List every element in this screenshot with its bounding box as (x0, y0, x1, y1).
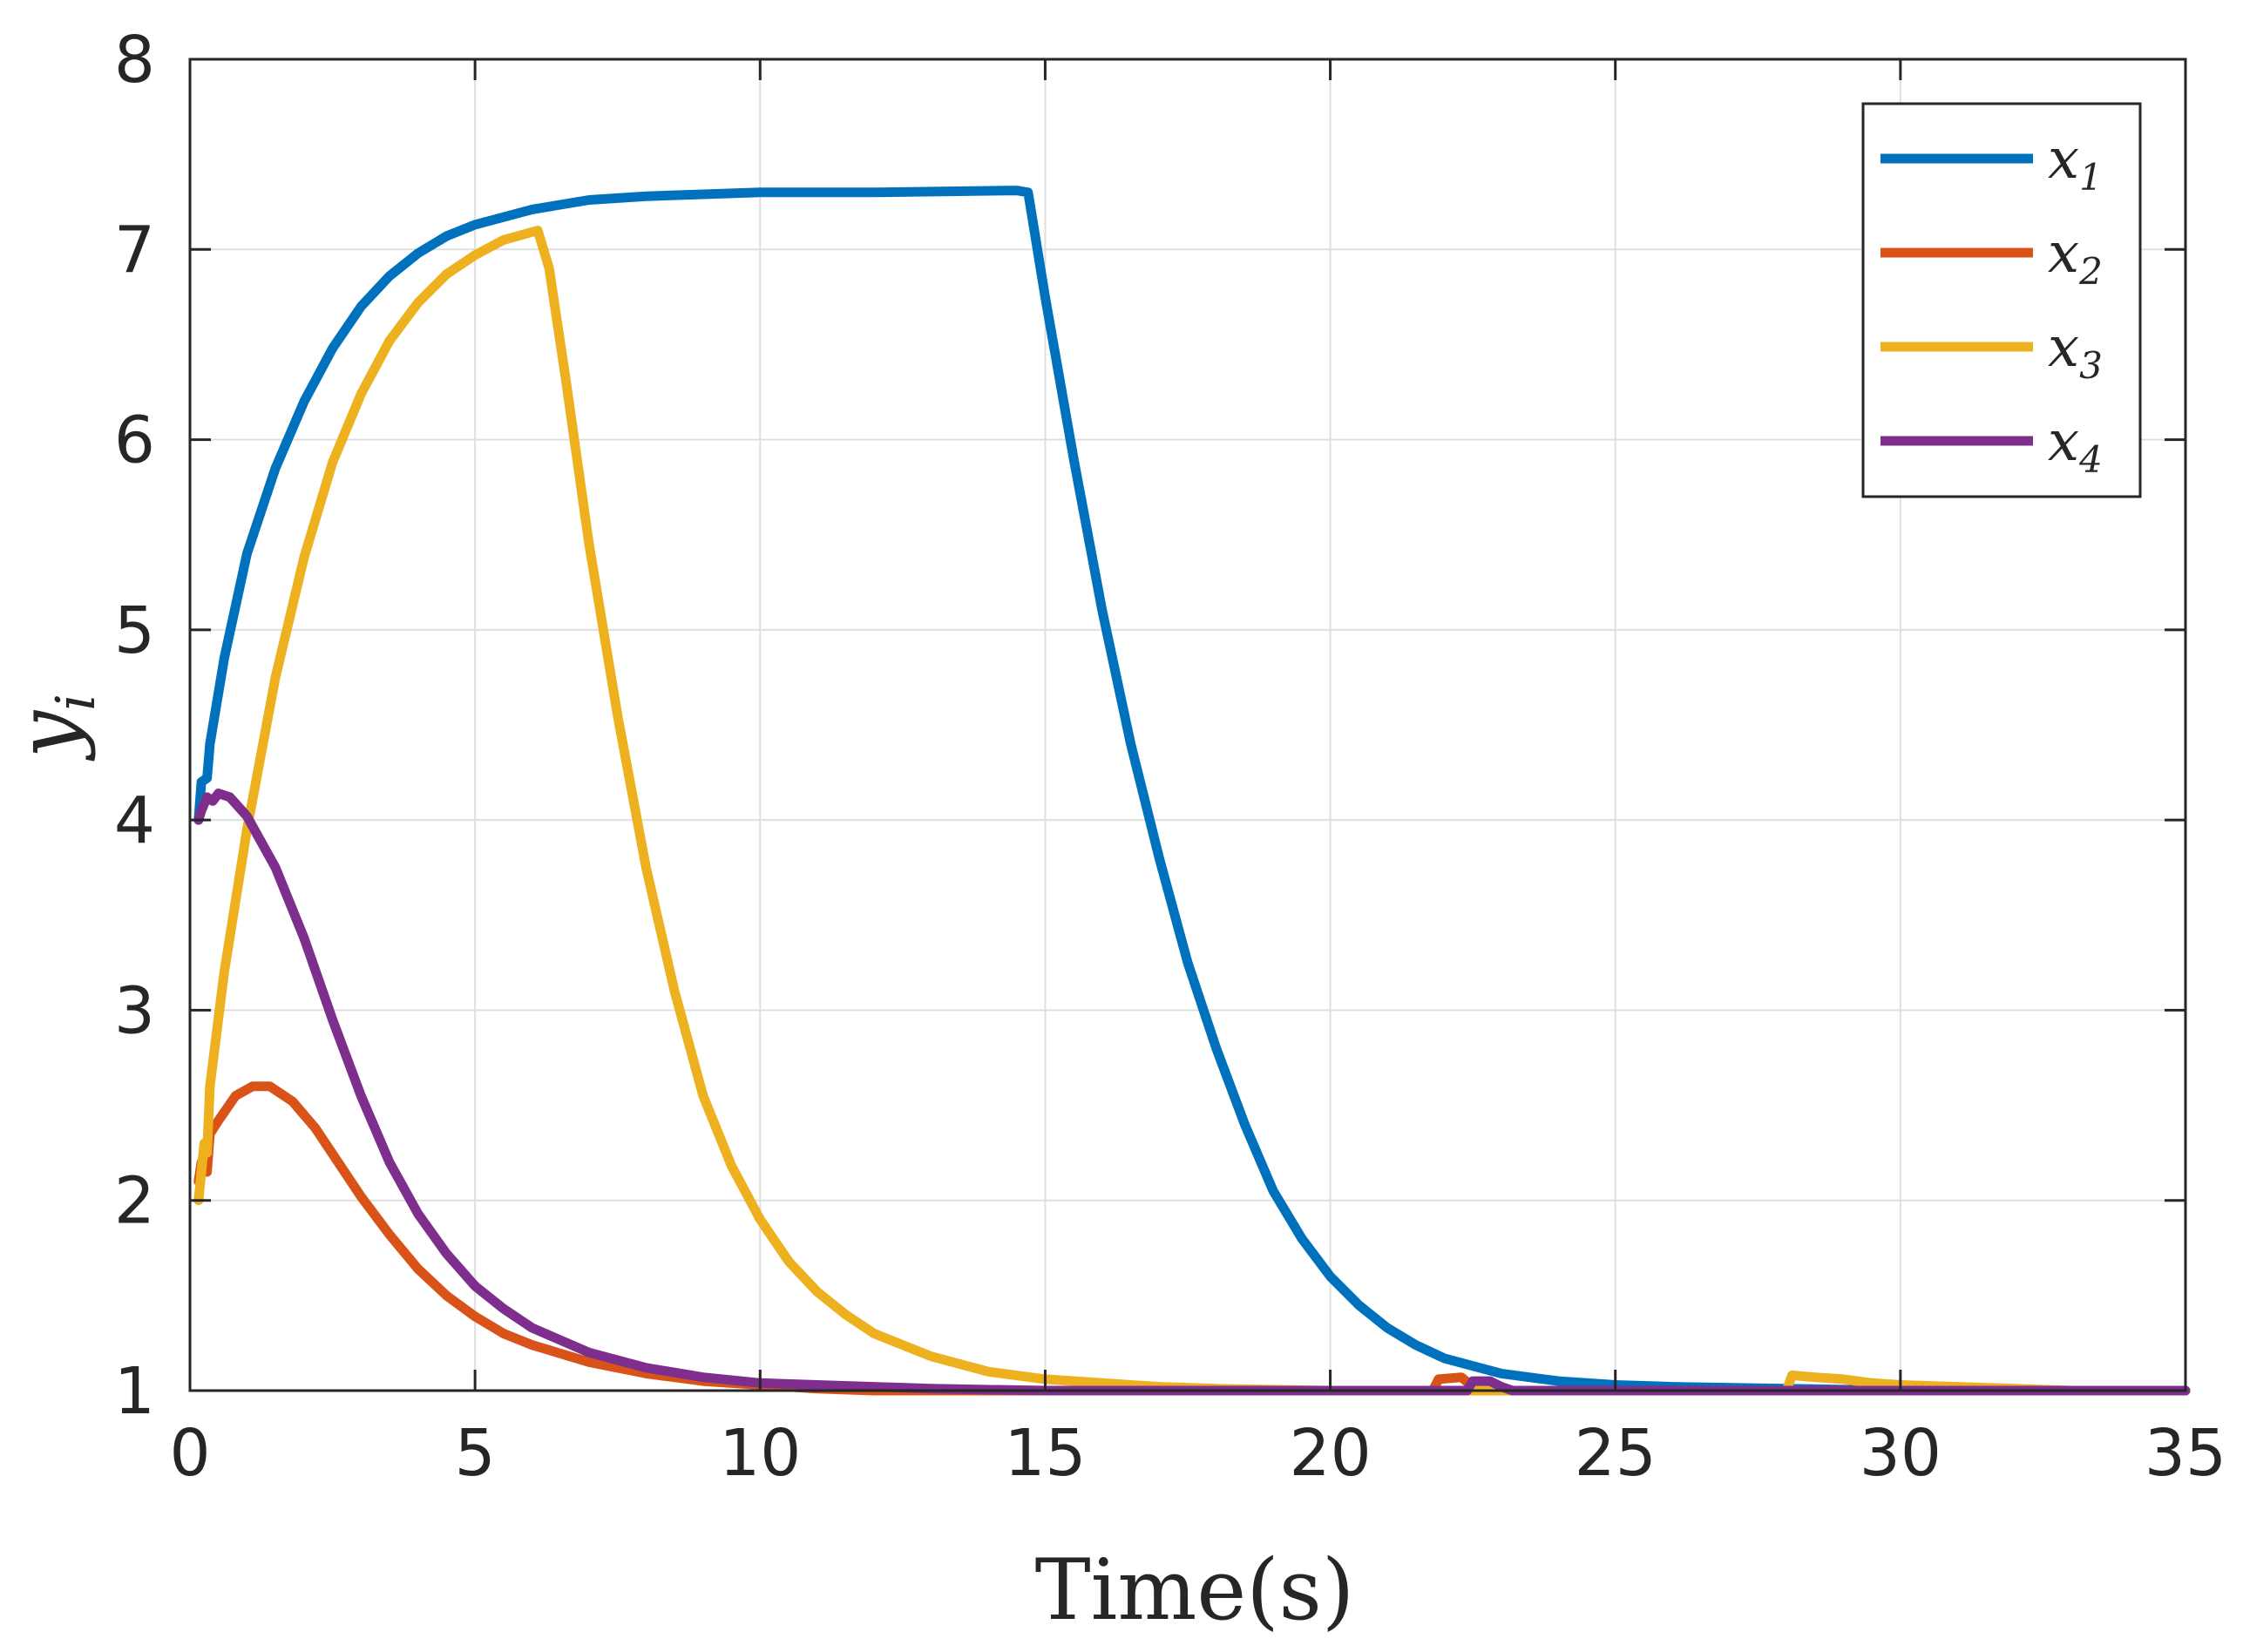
legend-label-1-main: x (2048, 127, 2079, 192)
series-line-x3 (193, 226, 2191, 1396)
legend-label-2-main: x (2048, 221, 2079, 286)
x-tick-label: 30 (1860, 1416, 1941, 1491)
plot-frame (188, 58, 2187, 1392)
x-tick-label: 20 (1289, 1416, 1371, 1491)
y-tick-label: 4 (114, 783, 155, 858)
x-tick-label: 15 (1004, 1416, 1086, 1491)
series-layer (193, 186, 2191, 1396)
y-tick-label: 3 (114, 973, 155, 1048)
y-axis-title-sub: i (44, 694, 107, 711)
legend-entry-3: x3 (1880, 315, 2103, 387)
legend-entry-1: x1 (1880, 127, 2103, 199)
x-tick-label: 25 (1575, 1416, 1657, 1491)
y-tick-label: 6 (114, 403, 155, 478)
legend-label-2: x2 (2048, 221, 2103, 293)
plot-area (190, 59, 2185, 1391)
series-line-x1 (193, 186, 2191, 1396)
legend-label-3: x3 (2048, 315, 2103, 387)
legend-entry-4: x4 (1880, 410, 2103, 481)
legend-label-4-main: x (2048, 410, 2079, 474)
legend-label-2-sub: 2 (2078, 250, 2103, 293)
legend-label-4-sub: 4 (2078, 438, 2103, 481)
y-tick-label: 7 (114, 213, 155, 288)
legend: x1 x2 x3 x4 (1861, 102, 2142, 498)
x-tick-label: 10 (719, 1416, 801, 1491)
x-tick-label: 5 (455, 1416, 496, 1491)
ticks (188, 58, 2187, 1392)
legend-box (1861, 102, 2142, 498)
y-axis-title-main: y (0, 709, 97, 762)
legend-entry-2: x2 (1880, 221, 2103, 293)
y-axis-title: yi (0, 694, 107, 762)
legend-label-3-sub: 3 (2079, 344, 2103, 387)
x-tick-labels: 0 5 10 15 20 25 30 35 (169, 1416, 2226, 1491)
x-tick-label: 35 (2145, 1416, 2226, 1491)
legend-label-1-sub: 1 (2079, 156, 2103, 199)
x-tick-label: 0 (169, 1416, 210, 1491)
x-axis-title: Time(s) (1035, 1541, 1355, 1639)
y-tick-label: 8 (114, 23, 155, 98)
y-tick-label: 1 (114, 1354, 155, 1429)
y-tick-labels: 1 2 3 4 5 6 7 8 (114, 23, 155, 1429)
y-tick-label: 5 (114, 593, 155, 668)
legend-label-3-main: x (2048, 315, 2079, 380)
legend-label-4: x4 (2048, 410, 2103, 481)
y-tick-label: 2 (114, 1164, 155, 1239)
legend-label-1: x1 (2048, 127, 2103, 199)
